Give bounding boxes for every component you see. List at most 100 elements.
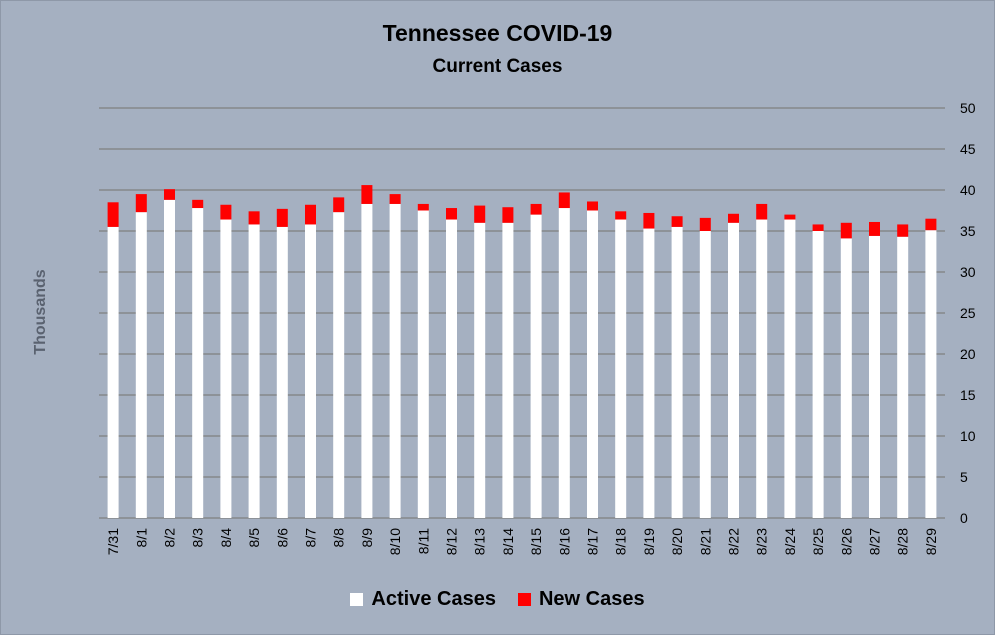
x-tick-label: 8/17 <box>585 528 601 555</box>
bar-new-cases <box>220 204 232 220</box>
bar-active-cases <box>699 231 711 518</box>
bar-new-cases <box>389 194 401 204</box>
x-tick-label: 8/21 <box>697 528 713 555</box>
bar-new-cases <box>897 224 909 237</box>
bar-active-cases <box>248 224 260 518</box>
bar-new-cases <box>135 194 147 213</box>
bar-active-cases <box>192 208 204 519</box>
x-tick-label: 8/20 <box>669 528 685 555</box>
x-tick-label: 8/18 <box>613 528 629 555</box>
bar-new-cases <box>192 199 204 209</box>
bar-active-cases <box>587 210 598 518</box>
y-tick-label: 10 <box>960 428 976 444</box>
y-tick-label: 30 <box>960 264 976 280</box>
bar-active-cases <box>869 235 880 519</box>
bar-new-cases <box>869 221 880 236</box>
legend-swatch-new <box>517 593 531 606</box>
y-tick-label: 35 <box>960 223 976 239</box>
bar-active-cases <box>897 236 909 519</box>
bar-new-cases <box>248 211 260 225</box>
x-tick-label: 8/15 <box>528 528 544 555</box>
bar-active-cases <box>333 212 345 518</box>
bar-active-cases <box>812 231 824 518</box>
y-tick-label: 40 <box>960 182 976 198</box>
bar-new-cases <box>812 224 824 231</box>
bar-new-cases <box>107 202 119 227</box>
bar-new-cases <box>784 214 796 220</box>
x-tick-label: 8/1 <box>133 528 149 548</box>
bar-active-cases <box>671 226 683 518</box>
x-tick-label: 8/8 <box>331 528 347 548</box>
y-tick-label: 45 <box>960 141 976 157</box>
bar-active-cases <box>728 222 739 519</box>
bar-active-cases <box>361 203 373 518</box>
bar-active-cases <box>135 212 147 518</box>
x-tick-label: 8/7 <box>303 528 319 548</box>
bar-active-cases <box>615 219 627 518</box>
x-tick-label: 8/29 <box>923 528 939 555</box>
bar-new-cases <box>305 204 316 225</box>
bar-active-cases <box>756 219 768 518</box>
x-tick-label: 8/10 <box>387 528 403 555</box>
x-tick-label: 8/22 <box>726 528 742 555</box>
legend-item-new: New Cases <box>517 588 645 611</box>
bars <box>107 185 937 519</box>
x-tick-label: 8/16 <box>556 528 572 555</box>
x-tick-label: 8/6 <box>274 528 290 548</box>
bar-new-cases <box>361 185 373 204</box>
bar-new-cases <box>925 218 937 231</box>
y-tick-label: 20 <box>960 346 976 362</box>
x-tick-label: 8/14 <box>500 528 516 555</box>
x-tick-labels: 7/31 8/1 8/2 8/3 8/4 8/5 8/6 8/7 8/8 8/9 8/10 8/11 8… <box>105 528 939 555</box>
x-tick-label: 8/9 <box>359 528 375 548</box>
gridlines <box>99 107 945 519</box>
bar-active-cases <box>558 208 570 519</box>
bar-new-cases <box>671 216 683 227</box>
x-tick-label: 8/12 <box>444 528 460 555</box>
bar-new-cases <box>417 203 429 211</box>
x-tick-label: 8/23 <box>754 528 770 555</box>
x-tick-label: 8/24 <box>782 528 798 555</box>
bar-active-cases <box>474 222 486 519</box>
x-tick-label: 8/26 <box>838 528 854 555</box>
bar-active-cases <box>925 230 937 518</box>
x-tick-label: 8/2 <box>162 528 178 548</box>
bar-new-cases <box>840 222 852 239</box>
bar-active-cases <box>840 238 852 518</box>
bar-active-cases <box>107 226 119 518</box>
y-tick-label: 0 <box>960 510 968 526</box>
x-tick-label: 8/13 <box>472 528 488 555</box>
bar-active-cases <box>643 228 655 519</box>
bar-new-cases <box>756 203 768 220</box>
x-tick-label: 8/3 <box>190 528 206 548</box>
chart-subtitle: Current Cases <box>432 56 563 77</box>
bar-active-cases <box>784 219 796 518</box>
bar-new-cases <box>558 192 570 209</box>
bar-active-cases <box>389 203 401 518</box>
bar-new-cases <box>728 213 739 223</box>
bar-active-cases <box>446 219 457 518</box>
bar-active-cases <box>305 224 316 518</box>
y-tick-label: 25 <box>960 305 976 321</box>
legend: Active Cases New Cases <box>0 588 995 611</box>
bar-new-cases <box>587 201 598 211</box>
bar-active-cases <box>502 222 514 519</box>
x-tick-label: 8/4 <box>218 528 234 548</box>
y-tick-labels: 0 5 10 15 20 25 30 35 40 45 50 <box>960 100 976 526</box>
bar-active-cases <box>220 219 232 518</box>
bar-active-cases <box>417 210 429 518</box>
bar-new-cases <box>164 189 175 200</box>
y-tick-label: 15 <box>960 387 976 403</box>
legend-item-active: Active Cases <box>350 588 496 611</box>
y-tick-label: 50 <box>960 100 976 116</box>
legend-swatch-active <box>350 593 364 606</box>
chart-title: Tennessee COVID-19 <box>382 20 613 46</box>
bar-new-cases <box>446 208 457 220</box>
bar-new-cases <box>699 217 711 231</box>
bar-new-cases <box>474 205 486 223</box>
bar-active-cases <box>530 214 542 518</box>
bar-new-cases <box>333 197 345 213</box>
x-tick-label: 8/19 <box>641 528 657 555</box>
legend-label-new: New Cases <box>538 588 645 610</box>
bar-new-cases <box>615 211 627 220</box>
